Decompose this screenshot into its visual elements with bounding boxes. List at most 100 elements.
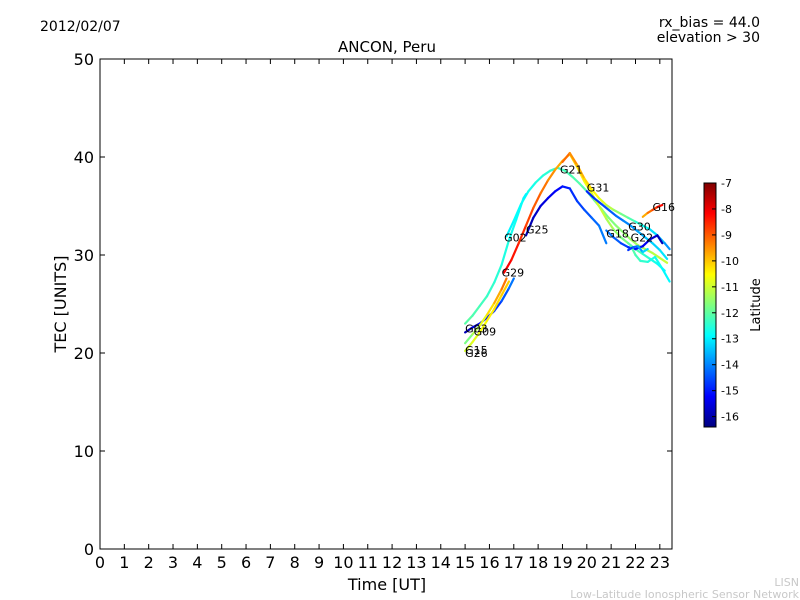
series-segment: [500, 280, 510, 297]
y-tick-label: 0: [84, 540, 94, 559]
colorbar-tick-label: -9: [721, 229, 732, 242]
series-segment: [510, 242, 520, 261]
chart-title: ANCON, Peru: [338, 38, 436, 56]
series-segment: [575, 163, 586, 180]
series-segment: [539, 197, 550, 208]
series-segment: [583, 177, 593, 191]
series-segment: [663, 242, 671, 251]
series-g03: [464, 193, 528, 325]
series-segment: [478, 295, 489, 308]
series-segment: [505, 219, 515, 238]
series-segment: [634, 253, 642, 262]
x-tick-label: 15: [455, 553, 475, 572]
series-g16: [641, 203, 664, 218]
series-segment: [634, 248, 644, 256]
colorbar-tick-label: -13: [721, 333, 739, 346]
series-segment: [464, 333, 474, 345]
series-segment: [575, 200, 586, 211]
series-segment: [656, 203, 664, 209]
series-segment: [619, 242, 630, 249]
series-segment: [622, 231, 632, 241]
series-segment: [636, 245, 644, 254]
series-segment: [641, 248, 649, 254]
x-tick-label: 6: [241, 553, 251, 572]
series-segment: [478, 319, 489, 334]
series-segment: [612, 208, 623, 215]
series-segment: [503, 258, 513, 274]
series-segment: [597, 224, 608, 245]
series-segment: [592, 197, 603, 206]
credit-short: LISN: [774, 576, 799, 589]
x-tick-label: 5: [217, 553, 227, 572]
x-tick-label: 19: [552, 553, 572, 572]
y-axis-ticks: 0 10 20 30 40 50: [74, 50, 672, 559]
x-tick-label: 16: [479, 553, 499, 572]
series-segment: [597, 204, 608, 220]
series-segment: [629, 224, 640, 233]
series-segment: [578, 182, 588, 193]
x-tick-label: 23: [650, 553, 670, 572]
series-segment: [639, 259, 649, 263]
satellite-label: G18: [606, 227, 629, 240]
series-segment: [493, 300, 503, 312]
x-axis-label: Time [UT]: [347, 575, 426, 594]
y-tick-label: 40: [74, 148, 94, 167]
satellite-label: G09: [474, 325, 497, 338]
colorbar-tick-label: -16: [721, 411, 739, 424]
series-g25: [524, 185, 608, 245]
series-segment: [651, 251, 661, 259]
series-segment: [622, 219, 632, 227]
series-segment: [612, 228, 623, 239]
series-segment: [605, 229, 615, 239]
series-segment: [554, 185, 564, 193]
series-segment: [646, 255, 657, 263]
series-segment: [641, 238, 652, 248]
colorbar-ticks: -7 -8 -9 -10 -11 -12 -13 -14 -15 -16: [712, 177, 739, 424]
colorbar-tick-label: -11: [721, 281, 739, 294]
series-segment: [500, 287, 510, 303]
y-tick-label: 10: [74, 442, 94, 461]
series-segment: [485, 307, 496, 322]
rx-bias-label: rx_bias = 44.0: [659, 15, 760, 31]
x-tick-label: 18: [528, 553, 548, 572]
x-tick-label: 0: [95, 553, 105, 572]
series-segment: [568, 187, 579, 203]
series-segment: [661, 267, 671, 283]
series-segment: [522, 193, 528, 200]
x-tick-label: 14: [431, 553, 451, 572]
series-segment: [651, 242, 661, 252]
series-segment: [571, 175, 581, 185]
series-segment: [500, 277, 508, 291]
colorbar: [703, 182, 717, 428]
series-segment: [612, 236, 623, 245]
series-segment: [590, 188, 601, 200]
series-segment: [561, 185, 571, 190]
series-segment: [471, 304, 481, 317]
series-segment: [568, 152, 579, 166]
credit-long: Low-Latitude Ionospheric Sensor Network: [570, 588, 799, 600]
satellite-label: G22: [631, 231, 654, 244]
satellite-label: G21: [560, 164, 583, 177]
colorbar-tick-label: -12: [721, 307, 739, 320]
series-segment: [619, 236, 630, 245]
x-tick-label: 3: [168, 553, 178, 572]
x-tick-label: 20: [577, 553, 597, 572]
series-segment: [641, 224, 652, 231]
x-tick-label: 22: [625, 553, 645, 572]
series-segment: [648, 228, 659, 237]
series-segment: [607, 208, 618, 217]
series-segment: [605, 203, 615, 211]
series-segment: [493, 294, 503, 310]
series-segment: [464, 314, 474, 325]
series-segment: [532, 204, 542, 219]
satellite-label: G25: [526, 223, 549, 236]
series-g18: [605, 229, 664, 251]
colorbar-tick-label: -8: [721, 203, 732, 216]
x-axis-ticks: 0 1 2 3 4 5 6 7 8 9 10 11 12 13 14 15 16 17 18 19 20 21 22 23: [95, 59, 670, 572]
x-tick-label: 7: [265, 553, 275, 572]
series-segment: [607, 216, 618, 227]
series-segment: [636, 230, 647, 239]
series-segment: [556, 166, 567, 172]
y-tick-label: 20: [74, 344, 94, 363]
satellite-label: G26: [465, 347, 488, 360]
